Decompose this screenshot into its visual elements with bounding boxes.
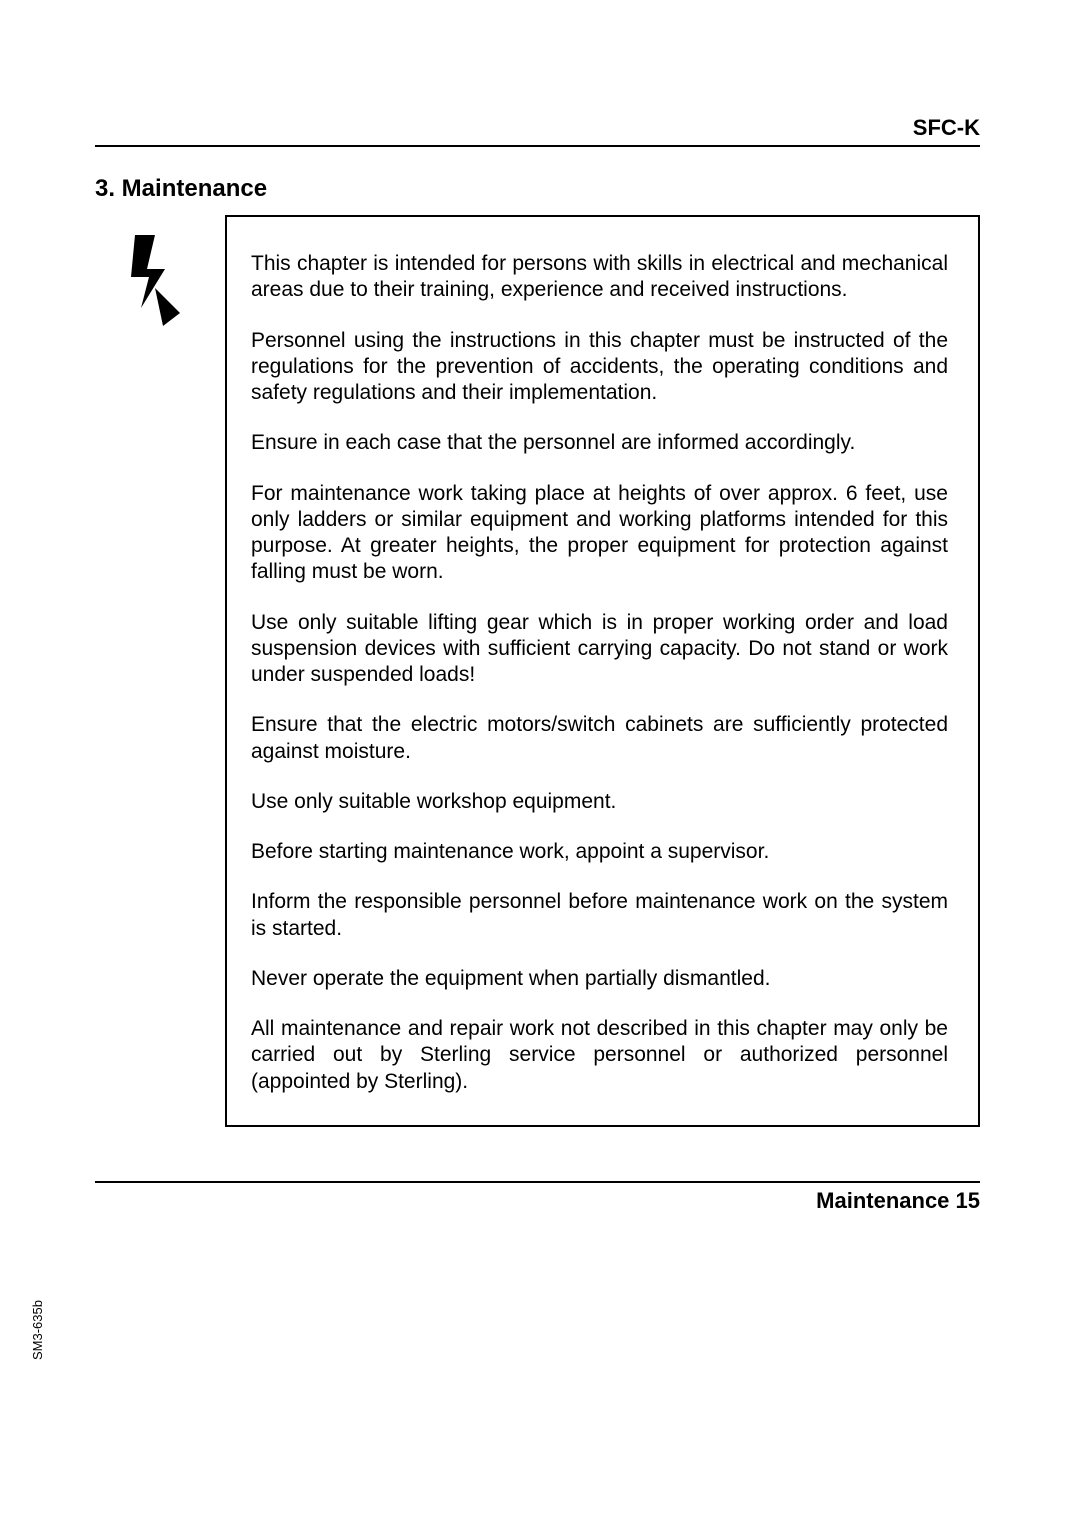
paragraph: Ensure in each case that the personnel a… [251, 430, 948, 456]
icon-column [95, 215, 225, 333]
paragraph: Use only suitable lifting gear which is … [251, 610, 948, 689]
content-row: This chapter is intended for persons wit… [95, 215, 980, 1127]
page: SFC-K 3. Maintenance This chapter is int… [0, 0, 1080, 1214]
paragraph: Inform the responsible personnel before … [251, 889, 948, 942]
paragraph: For maintenance work taking place at hei… [251, 481, 948, 586]
footer-text: Maintenance 15 [816, 1188, 980, 1213]
paragraph: Use only suitable workshop equipment. [251, 789, 948, 815]
section-title: 3. Maintenance [95, 175, 980, 203]
paragraph: Personnel using the instructions in this… [251, 328, 948, 407]
side-document-code: SM3-635b [30, 1300, 45, 1360]
lightning-arrow-icon [125, 233, 187, 328]
paragraph: Never operate the equipment when partial… [251, 966, 948, 992]
header-rule: SFC-K [95, 115, 980, 147]
footer-rule: Maintenance 15 [95, 1181, 980, 1214]
paragraph: Ensure that the electric motors/switch c… [251, 712, 948, 765]
paragraph: All maintenance and repair work not desc… [251, 1016, 948, 1095]
header-title: SFC-K [913, 115, 980, 140]
safety-box: This chapter is intended for persons wit… [225, 215, 980, 1127]
paragraph: Before starting maintenance work, appoin… [251, 839, 948, 865]
paragraph: This chapter is intended for persons wit… [251, 251, 948, 304]
